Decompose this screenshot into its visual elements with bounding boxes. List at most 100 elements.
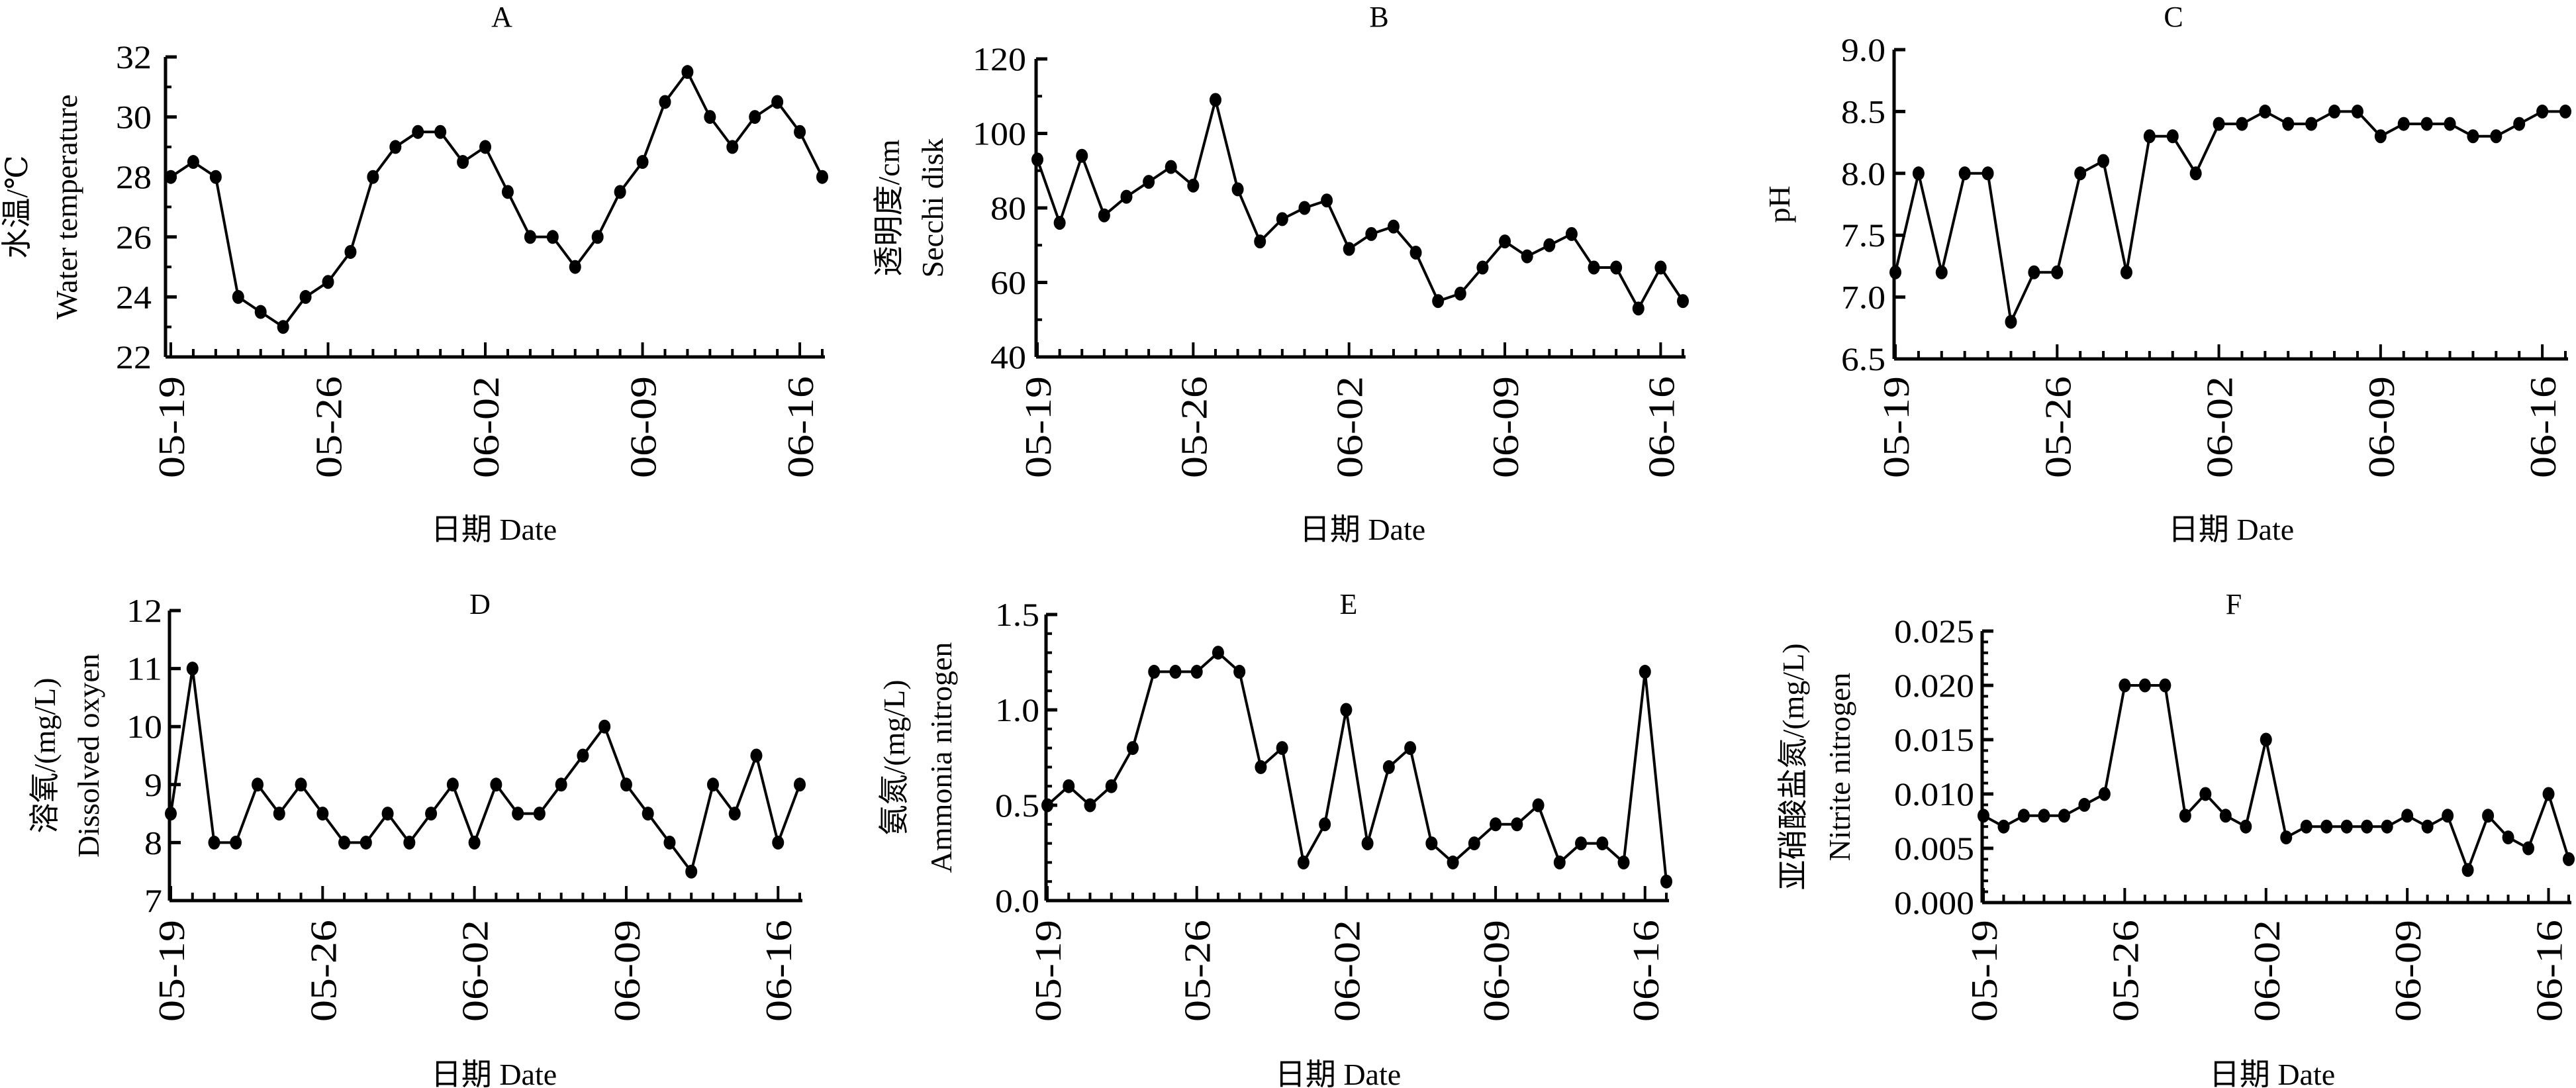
- data-point: [2490, 129, 2503, 144]
- data-point: [1254, 234, 1266, 249]
- data-point: [1889, 265, 1901, 279]
- data-point: [295, 777, 307, 792]
- data-point: [1447, 855, 1459, 869]
- data-point: [2513, 117, 2526, 131]
- data-point: [1190, 664, 1203, 679]
- data-point: [681, 65, 694, 79]
- data-point: [468, 835, 481, 850]
- data-point: [479, 140, 492, 154]
- data-point: [1340, 703, 1353, 717]
- chart-panel-C: 6.5 7.0 7.5 8.0 8.5 9.0 05-19 05-26 06-02 06-09 06…: [1762, 1, 2571, 546]
- data-point: [2097, 154, 2110, 168]
- data-point: [2300, 819, 2313, 834]
- y-tick-label: 11: [126, 650, 162, 687]
- data-point: [254, 305, 267, 319]
- y-axis-title: Water temperature: [50, 95, 83, 320]
- y-tick-label: 12: [126, 592, 162, 629]
- y-tick-label: 7: [144, 882, 162, 919]
- data-point: [1543, 238, 1556, 252]
- data-point: [2074, 166, 2087, 181]
- data-point: [816, 170, 828, 184]
- data-point: [322, 275, 334, 289]
- data-point: [1255, 760, 1267, 774]
- panel-title: E: [1340, 588, 1358, 620]
- y-tick-label: 6.5: [1841, 340, 1885, 377]
- x-tick-label: 05-26: [2105, 920, 2146, 1022]
- x-tick-label: 05-26: [1178, 920, 1219, 1022]
- data-point: [187, 155, 199, 170]
- data-point: [533, 807, 546, 821]
- data-point: [277, 320, 289, 334]
- x-tick-label: 05-19: [1876, 376, 1917, 478]
- data-point: [1169, 664, 1182, 679]
- data-point: [2381, 819, 2393, 834]
- data-point: [685, 864, 698, 879]
- data-point: [165, 170, 177, 184]
- series-line: [1894, 110, 2565, 326]
- data-point: [750, 748, 763, 763]
- data-point: [2143, 129, 2156, 144]
- x-tick-label: 06-16: [1626, 920, 1667, 1022]
- series-line: [169, 69, 824, 329]
- data-point: [1076, 148, 1088, 163]
- y-tick-label: 0.000: [1894, 884, 1974, 921]
- data-point: [2028, 265, 2040, 279]
- data-point: [1387, 219, 1400, 234]
- data-point: [2522, 841, 2535, 856]
- x-axis-title: 日期 Date: [2168, 513, 2294, 546]
- y-tick-label: 1.0: [995, 691, 1039, 728]
- data-point: [2320, 819, 2333, 834]
- data-point: [1912, 166, 1925, 181]
- data-point: [704, 110, 716, 124]
- x-tick-label: 06-16: [781, 376, 822, 478]
- y-tick-label: 28: [116, 158, 152, 195]
- data-point: [2005, 315, 2017, 329]
- data-point: [2138, 678, 2151, 693]
- data-point: [1231, 182, 1244, 197]
- x-tick-label: 06-09: [624, 376, 665, 478]
- data-point: [273, 807, 285, 821]
- data-point: [2361, 819, 2373, 834]
- data-point: [1404, 741, 1417, 756]
- data-point: [2351, 104, 2363, 119]
- data-point: [1053, 216, 1066, 230]
- panel-title: A: [491, 1, 512, 33]
- x-tick-label: 06-09: [1486, 376, 1527, 478]
- data-point: [2098, 787, 2111, 801]
- data-point: [1432, 294, 1445, 309]
- data-point: [1165, 160, 1177, 174]
- data-point: [1143, 175, 1155, 189]
- data-point: [2374, 129, 2387, 144]
- data-point: [1532, 798, 1545, 813]
- x-axis-title: 日期 Date: [2209, 1058, 2335, 1088]
- x-axis-title: 日期 Date: [431, 513, 557, 546]
- data-point: [2159, 678, 2171, 693]
- data-point: [1978, 809, 1989, 823]
- data-point: [546, 230, 559, 244]
- data-point: [403, 835, 416, 850]
- x-tick-label: 06-09: [2361, 376, 2403, 478]
- y-axis-title: pH: [1762, 185, 1796, 223]
- data-point: [2199, 787, 2212, 801]
- data-point: [512, 807, 524, 821]
- data-point: [2179, 809, 2191, 823]
- data-point: [316, 807, 329, 821]
- x-tick-label: 05-26: [2038, 376, 2079, 478]
- data-point: [434, 124, 447, 139]
- data-point: [2502, 830, 2514, 845]
- data-point: [1063, 779, 1075, 793]
- data-point: [1588, 260, 1600, 275]
- x-tick-label: 06-02: [466, 376, 507, 478]
- data-point: [524, 230, 536, 244]
- data-point: [1468, 836, 1480, 851]
- data-point: [1321, 193, 1333, 208]
- data-point: [2078, 797, 2091, 812]
- data-point: [1553, 855, 1566, 869]
- x-tick-label: 06-02: [455, 920, 497, 1022]
- data-point: [2461, 863, 2474, 877]
- y-tick-label: 0.025: [1894, 613, 1974, 650]
- data-point: [1276, 212, 1288, 226]
- x-tick-label: 05-26: [303, 920, 344, 1022]
- data-point: [1209, 93, 1221, 107]
- data-point: [1297, 855, 1310, 869]
